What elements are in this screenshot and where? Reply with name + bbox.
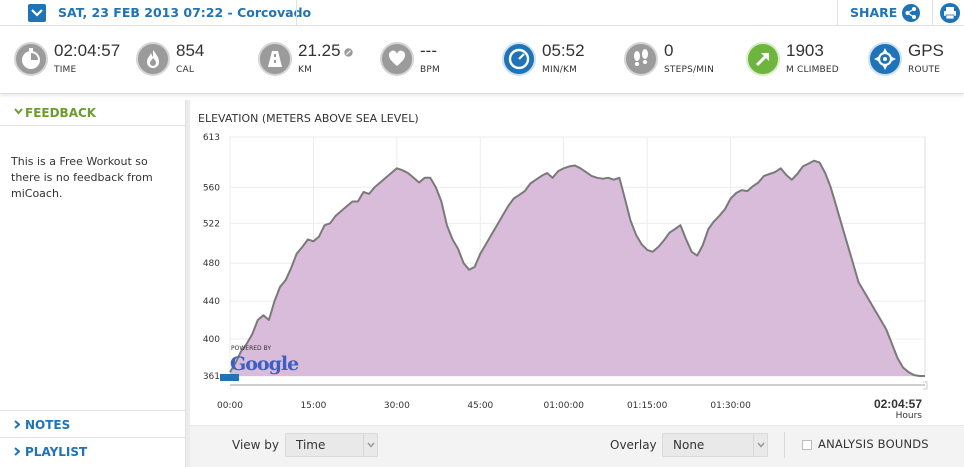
analysis-bounds-checkbox[interactable] (802, 440, 812, 450)
workout-title: SAT, 23 FEB 2013 07:22 - Corcovado (58, 5, 312, 20)
stat-unit: TIME (54, 65, 77, 75)
chevron-right-icon (14, 447, 20, 456)
climb-arrow-icon (746, 42, 780, 76)
sidebar: FEEDBACK This is a Free Workout so there… (0, 100, 186, 467)
sidebar-item-label: PLAYLIST (25, 445, 88, 459)
divider (296, 0, 297, 26)
y-tick-label: 440 (203, 297, 220, 307)
stat-value: 02:04:57 (54, 41, 121, 60)
share-icon[interactable] (902, 4, 920, 22)
view-by-label: View by (232, 438, 280, 452)
footsteps-icon (624, 42, 658, 76)
elevation-area (230, 160, 925, 376)
chevron-down-icon (753, 434, 767, 456)
stat-unit: CAL (176, 65, 195, 75)
gps-route-icon (868, 42, 902, 76)
edit-icon[interactable] (344, 48, 353, 57)
workout-stats-bar: 02:04:57 TIME 854 CAL 21.25 KM --- BPM 0… (0, 27, 964, 94)
feedback-section-toggle[interactable]: FEEDBACK (0, 100, 186, 126)
road-icon (258, 42, 292, 76)
range-slider-handle-end[interactable] (923, 381, 928, 390)
elevation-chart-panel: ELEVATION (METERS ABOVE SEA LEVEL) 361 40… (190, 100, 964, 467)
stat-unit: BPM (420, 65, 440, 75)
x-tick-label: 15:00 (300, 401, 326, 411)
overlay-value: None (673, 438, 705, 452)
workout-dropdown-button[interactable] (28, 4, 46, 22)
series-layer (229, 159, 925, 377)
stat-unit: KM (298, 65, 313, 75)
stat-value: 21.25 (298, 41, 341, 60)
x-tick-label: 30:00 (384, 401, 410, 411)
stat-value: --- (420, 41, 437, 60)
overlay-select[interactable]: None (662, 433, 768, 457)
x-tick-label: 01:15:00 (627, 401, 668, 411)
stopwatch-icon (14, 42, 48, 76)
flame-icon (136, 42, 170, 76)
google-logo: Google (230, 353, 299, 375)
overlay-label: Overlay (610, 438, 657, 452)
stat-value: 05:52 (542, 41, 585, 60)
x-axis-unit: Hours (896, 411, 923, 421)
stat-unit: ROUTE (908, 65, 941, 75)
stat-unit: MIN/KM (542, 65, 578, 75)
x-tick-label: 45:00 (467, 401, 493, 411)
chevron-right-icon (14, 420, 20, 429)
stat-value: 854 (176, 41, 205, 60)
divider (784, 432, 785, 458)
x-tick-label: 01:00:00 (544, 401, 585, 411)
heart-icon (380, 42, 414, 76)
analysis-bounds-label: ANALYSIS BOUNDS (818, 437, 929, 451)
chevron-down-icon (14, 108, 23, 115)
y-tick-label: 522 (203, 219, 220, 229)
stat-value: 1903 (786, 41, 824, 60)
stat-value: 0 (664, 41, 674, 60)
y-axis: 361 400 440 480 522 560 613 (203, 133, 220, 382)
sidebar-item-label: NOTES (25, 418, 71, 432)
top-bar: SAT, 23 FEB 2013 07:22 - Corcovado SHARE (0, 0, 964, 26)
chart-title: ELEVATION (METERS ABOVE SEA LEVEL) (198, 112, 419, 125)
powered-by-text: POWERED BY (231, 345, 271, 352)
x-axis: 00:00 15:00 30:00 45:00 01:00:00 01:15:00 01:3… (217, 401, 751, 411)
sidebar-item-playlist[interactable]: PLAYLIST (0, 437, 186, 464)
x-tick-label: 00:00 (217, 401, 243, 411)
range-slider-handle-start[interactable] (220, 374, 239, 381)
stat-unit: STEPS/MIN (664, 65, 715, 75)
y-tick-label: 613 (203, 133, 220, 143)
divider (837, 0, 838, 26)
y-tick-label: 361 (203, 372, 220, 382)
share-button[interactable]: SHARE (850, 5, 898, 20)
elevation-line (229, 159, 925, 377)
feedback-label: FEEDBACK (25, 106, 97, 120)
chevron-down-icon (31, 9, 43, 17)
sidebar-divider (186, 100, 190, 467)
y-tick-label: 480 (203, 259, 220, 269)
sidebar-item-notes[interactable]: NOTES (0, 410, 186, 437)
y-tick-label: 400 (203, 335, 220, 345)
stat-value: GPS (908, 41, 944, 60)
feedback-text: This is a Free Workout so there is no fe… (11, 155, 153, 200)
chart-controls: View by Time Overlay None ANALYSIS BOUND… (190, 425, 964, 467)
pace-gauge-icon (502, 42, 536, 76)
view-by-value: Time (296, 438, 326, 452)
divider (932, 0, 933, 26)
print-icon[interactable] (940, 3, 960, 23)
x-tick-label: 01:30:00 (710, 401, 751, 411)
view-by-select[interactable]: Time (285, 433, 378, 457)
stat-unit: M CLIMBED (786, 65, 839, 75)
y-tick-label: 560 (203, 183, 220, 193)
total-time-label: 02:04:57 (874, 397, 922, 411)
chevron-down-icon (363, 434, 377, 456)
